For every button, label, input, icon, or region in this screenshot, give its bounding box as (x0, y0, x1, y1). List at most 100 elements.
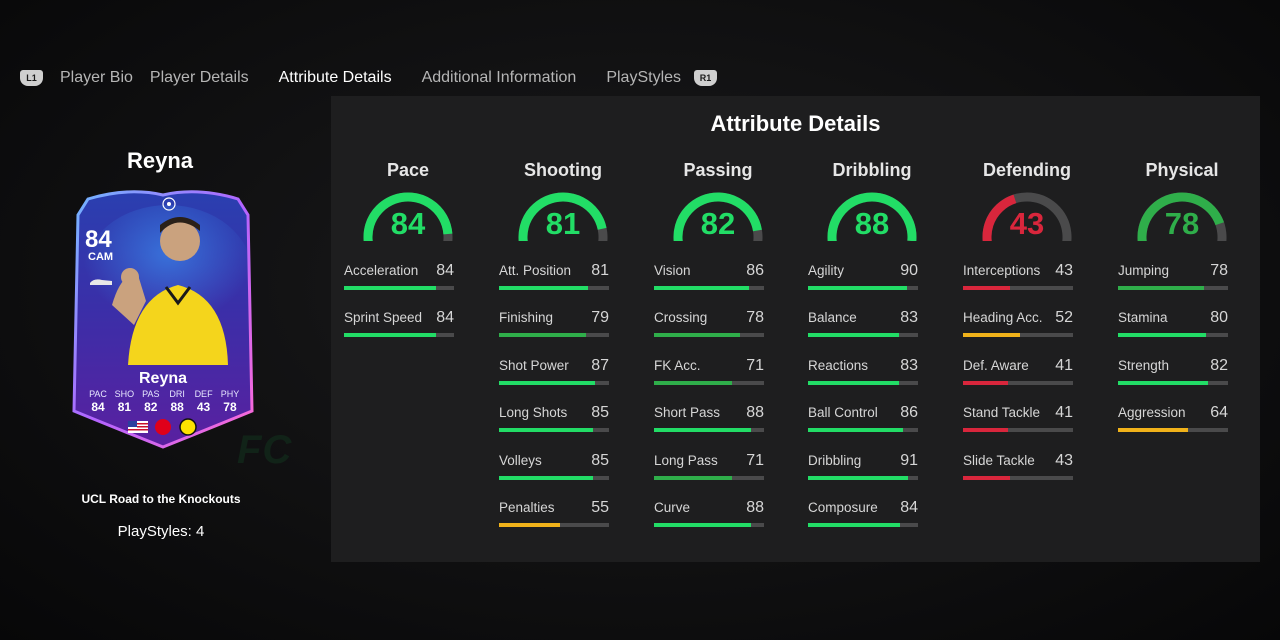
tab-player-details[interactable]: Player Details (149, 69, 249, 86)
stat-bar-fill (499, 475, 593, 480)
card-stat-label: DEF (194, 389, 213, 399)
stat-value: 79 (591, 309, 609, 327)
stat-label: Crossing (654, 310, 708, 326)
gauge-value: 84 (390, 206, 426, 241)
stat-label: Shot Power (499, 357, 569, 373)
stat-row: Def. Aware 41 (963, 357, 1075, 404)
stat-text: Interceptions 43 (963, 262, 1075, 282)
stat-row: Long Pass 71 (654, 452, 766, 499)
stat-text: Stamina 80 (1118, 309, 1230, 329)
champions-league-star-icon (162, 197, 176, 211)
gauge-physical: 78 (1136, 191, 1228, 241)
stat-text: Long Pass 71 (654, 452, 766, 472)
gauge-pace: 84 (362, 191, 454, 241)
stat-value: 84 (436, 262, 454, 279)
stat-bar-fill (808, 380, 900, 385)
stat-bar (344, 333, 454, 338)
l1-trigger-icon[interactable]: L1 (20, 70, 43, 86)
stat-value: 84 (436, 309, 454, 327)
stat-bar (808, 380, 918, 385)
stats-dribbling: Agility 90 Balance 83 Reactions 83 (808, 262, 920, 546)
stat-label: Jumping (1118, 263, 1170, 278)
card-stat-phy: PHY 78 (218, 389, 242, 414)
tab-bar: L1 Player Bio Player Details Attribute D… (20, 66, 718, 90)
stat-row: Penalties 55 (499, 499, 611, 546)
stat-row: Short Pass 88 (654, 404, 766, 451)
stat-row: Curve 88 (654, 499, 766, 546)
stat-value: 71 (746, 451, 764, 469)
stat-text: Composure 84 (808, 499, 920, 519)
gauge-value: 43 (1009, 206, 1045, 241)
stat-bar-fill (344, 286, 437, 290)
stat-label: Penalties (499, 499, 555, 515)
player-name: Reyna (126, 148, 194, 173)
stat-value: 52 (1055, 309, 1073, 327)
stat-row: Long Shots 85 (499, 404, 611, 451)
card-stat-value: 78 (223, 400, 237, 414)
group-name: Shooting (524, 160, 602, 180)
attribute-panel (331, 96, 1260, 562)
gauge-passing: 82 (672, 191, 764, 241)
stat-row: Dribbling 91 (808, 452, 920, 499)
stat-text: Curve 88 (654, 499, 766, 519)
player-card (68, 185, 258, 453)
stat-text: Finishing 79 (499, 309, 611, 329)
fc-watermark: FC (237, 428, 293, 472)
stat-text: Heading Acc. 52 (963, 309, 1075, 329)
tab-additional-information[interactable]: Additional Information (421, 69, 577, 86)
stat-row: Agility 90 (808, 262, 920, 309)
group-name: Defending (983, 160, 1071, 180)
stat-bar (499, 428, 609, 433)
stat-bar (963, 286, 1073, 290)
stat-bar-fill (654, 380, 733, 385)
gauge-arc-icon (518, 192, 608, 241)
gauge-arc-icon (673, 192, 763, 241)
stat-text: Slide Tackle 43 (963, 452, 1075, 472)
stat-row: Balance 83 (808, 309, 920, 356)
stat-bar (499, 286, 609, 290)
stat-text: Penalties 55 (499, 499, 611, 519)
stat-text: Shot Power 87 (499, 357, 611, 377)
stat-value: 81 (591, 262, 609, 279)
stat-bar (499, 522, 609, 527)
stat-row: Att. Position 81 (499, 262, 611, 309)
stat-value: 80 (1210, 309, 1228, 327)
card-stat-value: 82 (144, 400, 158, 414)
stat-text: Volleys 85 (499, 452, 611, 472)
stat-value: 91 (900, 451, 918, 469)
stat-value: 88 (746, 498, 764, 516)
stat-bar-fill (1118, 380, 1209, 385)
r1-trigger-icon[interactable]: R1 (694, 70, 718, 86)
gauge-fill (1137, 192, 1224, 241)
tab-player-bio[interactable]: Player Bio (60, 69, 133, 86)
stat-text: Short Pass 88 (654, 404, 766, 424)
gauge-arc-icon (982, 192, 1072, 241)
gauge-arc-icon (827, 192, 917, 241)
stat-label: Heading Acc. (963, 310, 1043, 326)
tab-attribute-details[interactable]: Attribute Details (278, 69, 392, 86)
stat-row: Stamina 80 (1118, 309, 1230, 356)
stat-row: Sprint Speed 84 (344, 309, 456, 356)
stat-bar-fill (808, 522, 901, 527)
card-stat-value: 88 (170, 400, 184, 414)
stat-text: Long Shots 85 (499, 404, 611, 424)
stat-row: Aggression 64 (1118, 404, 1230, 451)
tab-playstyles[interactable]: PlayStyles (606, 69, 682, 86)
stat-value: 83 (900, 356, 918, 374)
stat-row: Shot Power 87 (499, 357, 611, 404)
stat-bar-fill (808, 428, 903, 433)
stat-bar (808, 475, 918, 480)
card-stat-pac: PAC 84 (86, 389, 110, 414)
attribute-group-pace: Pace 84 (352, 160, 464, 241)
stat-bar (499, 333, 609, 338)
stat-bar-fill (499, 380, 595, 385)
card-stat-label: PAC (89, 389, 107, 399)
stats-defending: Interceptions 43 Heading Acc. 52 Def. Aw… (963, 262, 1075, 499)
playstyles-count: PlayStyles: 4 (117, 523, 205, 540)
stat-bar (654, 380, 764, 385)
stat-bar-fill (963, 333, 1021, 338)
stat-value: 43 (1055, 262, 1073, 279)
stat-bar-fill (1118, 333, 1206, 338)
stat-value: 71 (746, 356, 764, 374)
stat-label: Acceleration (344, 263, 419, 278)
